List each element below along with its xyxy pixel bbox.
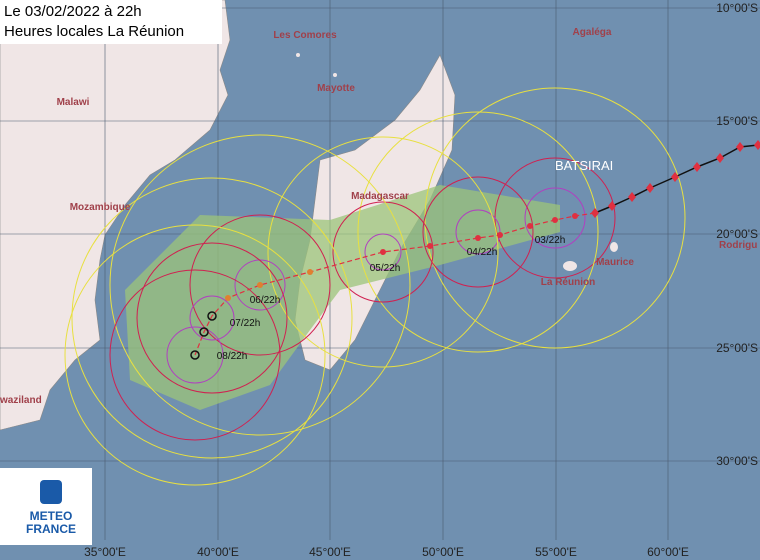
place-label: La Réunion: [541, 277, 595, 288]
wind-radius-64kt: [189, 295, 235, 341]
wind-radius-48kt: [422, 176, 534, 288]
mauritius-island: [610, 242, 618, 252]
latitude-label: 25°00'S: [716, 341, 758, 355]
longitude-label: 45°00'E: [309, 545, 351, 559]
past-position: [608, 201, 616, 211]
forecast-time-label: 07/22h: [230, 318, 261, 329]
forecast-position: [497, 232, 503, 238]
forecast-position: [427, 243, 433, 249]
forecast-time-label: 03/22h: [535, 235, 566, 246]
logo-line2: FRANCE: [26, 522, 76, 536]
forecast-time-label: 04/22h: [467, 247, 498, 258]
longitude-label: 60°00'E: [647, 545, 689, 559]
past-position: [754, 140, 760, 150]
wind-radius-34kt: [64, 224, 326, 486]
wind-radius-48kt: [189, 214, 331, 356]
place-label: Maurice: [596, 257, 634, 268]
wind-radius-64kt: [166, 326, 224, 384]
reunion-island: [563, 261, 577, 271]
africa: [0, 0, 231, 431]
wind-radius-34kt: [357, 111, 599, 353]
track: [190, 140, 760, 360]
header-subtitle: Heures locales La Réunion: [4, 23, 184, 40]
forecast-position: [225, 295, 231, 301]
place-label: Rodrigu: [719, 240, 757, 251]
forecast-track: [194, 212, 596, 356]
wind-radius-48kt: [136, 242, 288, 394]
latitude-label: 10°00'S: [716, 1, 758, 15]
forecast-time-label: 05/22h: [370, 263, 401, 274]
header-date: Le 03/02/2022 à 22h: [4, 3, 142, 20]
place-label: Malawi: [57, 97, 90, 108]
wind-radius-64kt: [364, 233, 402, 271]
latitude-label: 30°00'S: [716, 454, 758, 468]
longitude-label: 35°00'E: [84, 545, 126, 559]
forecast-position: [380, 249, 386, 255]
forecast-cone: [125, 185, 560, 410]
past-position: [671, 172, 679, 182]
header-box: [0, 0, 222, 44]
place-label: Les Comores: [273, 30, 337, 41]
forecast-position: [190, 350, 200, 360]
latitude-label: 15°00'S: [716, 114, 758, 128]
forecast-position: [207, 311, 217, 321]
past-position: [646, 183, 654, 193]
place-label: Agaléga: [573, 27, 612, 38]
storm-name: BATSIRAI: [555, 158, 613, 173]
past-position: [736, 142, 744, 152]
longitude-label: 40°00'E: [197, 545, 239, 559]
place-label: Madagascar: [351, 191, 409, 202]
logo-icon: [40, 480, 62, 504]
wind-radius-34kt: [71, 177, 353, 459]
wind-radius-48kt: [332, 201, 434, 303]
forecast-position: [572, 213, 578, 219]
wind-radii: [64, 87, 686, 486]
past-position: [716, 153, 724, 163]
past-position: [693, 162, 701, 172]
mayotte-island: [333, 73, 337, 77]
forecast-position: [307, 269, 313, 275]
forecast-position: [527, 223, 533, 229]
place-label: waziland: [0, 395, 42, 406]
forecast-position: [257, 282, 263, 288]
place-label: Mayotte: [317, 83, 355, 94]
forecast-time-label: 06/22h: [250, 295, 281, 306]
longitude-label: 55°00'E: [535, 545, 577, 559]
forecast-position: [552, 217, 558, 223]
place-label: Mozambique: [70, 202, 131, 213]
forecast-time-label: 08/22h: [217, 351, 248, 362]
latitude-label: 20°00'S: [716, 227, 758, 241]
longitude-label: 50°00'E: [422, 545, 464, 559]
wind-radius-64kt: [524, 187, 586, 249]
forecast-position: [475, 235, 481, 241]
past-position: [628, 192, 636, 202]
wind-radius-34kt: [267, 136, 499, 368]
wind-radius-34kt: [109, 134, 411, 436]
wind-radius-48kt: [109, 269, 281, 441]
forecast-position: [199, 327, 209, 337]
comoros-island: [296, 53, 300, 57]
logo-line1: METEO: [30, 509, 73, 523]
